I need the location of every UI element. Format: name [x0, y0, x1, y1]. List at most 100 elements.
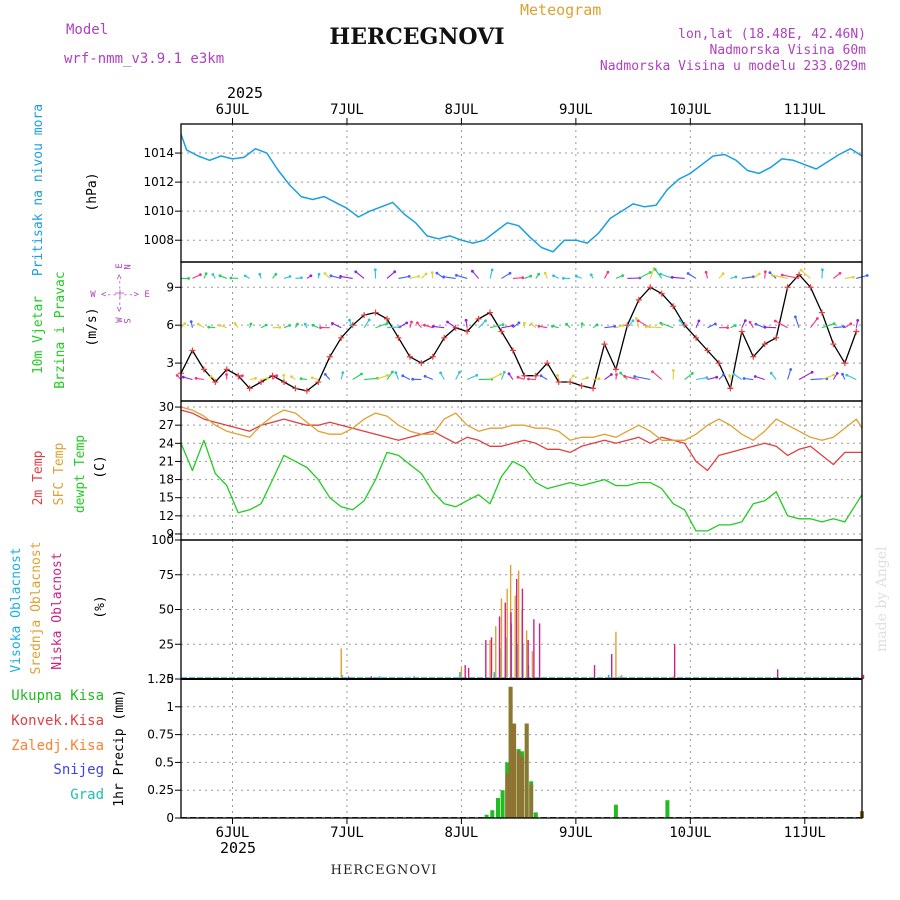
total-rain-bar — [500, 790, 505, 818]
wind-label-2: Brzina i Pravac — [53, 271, 68, 388]
compass-we: W <--|--> E — [115, 263, 125, 323]
wind-arrowhead — [530, 322, 533, 326]
wind-arrowhead — [732, 372, 736, 376]
wind-arrowhead — [856, 319, 860, 322]
model-altitude-text: Nadmorska Visina u modelu 233.029m — [600, 59, 866, 74]
wind-arrow — [456, 274, 468, 279]
wind-speed-marker — [338, 334, 345, 341]
wind-arrowhead — [722, 373, 725, 377]
wind-arrowhead — [278, 326, 282, 329]
wind-arrowhead — [621, 324, 625, 327]
wind-arrowhead — [529, 274, 533, 278]
wind-arrowhead — [810, 370, 814, 374]
wind-arrow — [755, 375, 765, 381]
wind-speed-marker — [395, 334, 402, 341]
day-label-top: 11JUL — [784, 102, 826, 118]
y-tick-label: 3 — [166, 356, 174, 370]
wind-arrowhead — [621, 274, 624, 277]
year-bottom: 2025 — [220, 839, 256, 857]
wind-arrow — [489, 269, 493, 279]
y-tick-label: 1008 — [143, 233, 174, 247]
wind-arrow — [512, 277, 523, 279]
wind-unit: (m/s) — [85, 307, 100, 346]
wind-arrowhead — [323, 272, 327, 275]
wind-speed-marker — [509, 347, 516, 354]
station-title: HERCEGNOVI — [329, 24, 504, 50]
wind-arrow — [764, 326, 777, 329]
wind-speed-marker — [715, 360, 722, 367]
wind-arrowhead — [705, 376, 709, 380]
wind-arrow — [538, 325, 548, 329]
wind-arrowhead — [704, 270, 708, 274]
wind-arrowhead — [311, 323, 315, 327]
pressure-unit: (hPa) — [85, 172, 100, 211]
wind-arrowhead — [851, 275, 855, 279]
panel-frame — [180, 261, 863, 402]
y-tick-label: 25 — [159, 637, 174, 651]
wind-arrowhead — [331, 322, 334, 325]
wind-arrow — [695, 377, 707, 381]
day-label-top: 10JUL — [669, 102, 711, 118]
wind-arrow — [478, 320, 486, 329]
wind-speed-marker — [773, 334, 780, 341]
wind-arrow — [741, 276, 754, 279]
legend-total-rain: Ukupna Kisa — [11, 688, 104, 704]
y-tick-label: 1 — [166, 700, 174, 714]
wind-arrowhead — [507, 372, 511, 376]
wind-arrowhead — [394, 371, 398, 375]
wind-arrowhead — [753, 375, 757, 378]
wind-arrowhead — [832, 322, 836, 326]
wind-speed-marker — [796, 271, 803, 278]
wind-arrow — [810, 318, 818, 329]
wind-speed-marker — [818, 309, 825, 316]
wind-arrowhead — [183, 322, 187, 325]
gridlines — [181, 124, 862, 819]
wind-arrow — [672, 276, 685, 279]
wind-arrowhead — [653, 268, 657, 271]
wind-arrowhead — [282, 373, 286, 377]
wind-arrowhead — [841, 372, 844, 376]
wind-speed-marker — [567, 379, 574, 386]
wind-arrow — [466, 374, 478, 381]
wind-arrowhead — [317, 272, 321, 276]
wind-arrowhead — [763, 270, 767, 274]
wind-arrowhead — [411, 377, 415, 381]
legend-conv-rain: Konvek.Kisa — [11, 713, 104, 729]
lonlat-text: lon,lat (18.48E, 42.46N) — [678, 27, 866, 42]
wind-arrowhead — [789, 368, 793, 371]
total-rain-bar — [496, 798, 500, 818]
wind-arrowhead — [562, 276, 565, 280]
wind-arrowhead — [849, 322, 853, 326]
wind-label-1: 10m Vjetar — [31, 296, 46, 374]
wind-arrowhead — [435, 271, 439, 275]
wind-speed-marker — [590, 385, 597, 392]
day-label-bottom: 8JUL — [445, 825, 479, 841]
wind-arrowhead — [417, 275, 420, 278]
wind-arrowhead — [575, 274, 578, 278]
wind-speed-marker — [418, 360, 425, 367]
day-label-top: 9JUL — [559, 102, 593, 118]
wind-arrow — [443, 276, 456, 279]
wind-arrow — [744, 377, 754, 381]
wind-arrowhead — [715, 375, 719, 379]
wind-speed-marker — [326, 353, 333, 360]
wind-speed-marker — [601, 341, 608, 348]
wind-speed-marker — [498, 328, 505, 335]
wind-arrowhead — [615, 373, 618, 376]
wind-arrowhead — [431, 325, 435, 328]
wind-arrow — [660, 322, 674, 329]
wind-speed-marker — [200, 366, 207, 373]
y-tick-label: 15 — [159, 491, 174, 505]
wind-arrowhead — [204, 272, 208, 275]
wind-arrow — [821, 374, 834, 381]
wind-arrowhead — [373, 268, 377, 272]
wind-speed-marker — [189, 347, 196, 354]
wind-arrowhead — [249, 322, 253, 326]
wind-arrow — [687, 273, 697, 279]
wind-arrowhead — [484, 319, 487, 323]
wind-speed-marker — [635, 296, 642, 303]
wind-arrowhead — [329, 274, 333, 278]
wind-arrow — [386, 371, 393, 380]
wind-arrowhead — [241, 374, 244, 378]
wind-speed-marker — [464, 328, 471, 335]
